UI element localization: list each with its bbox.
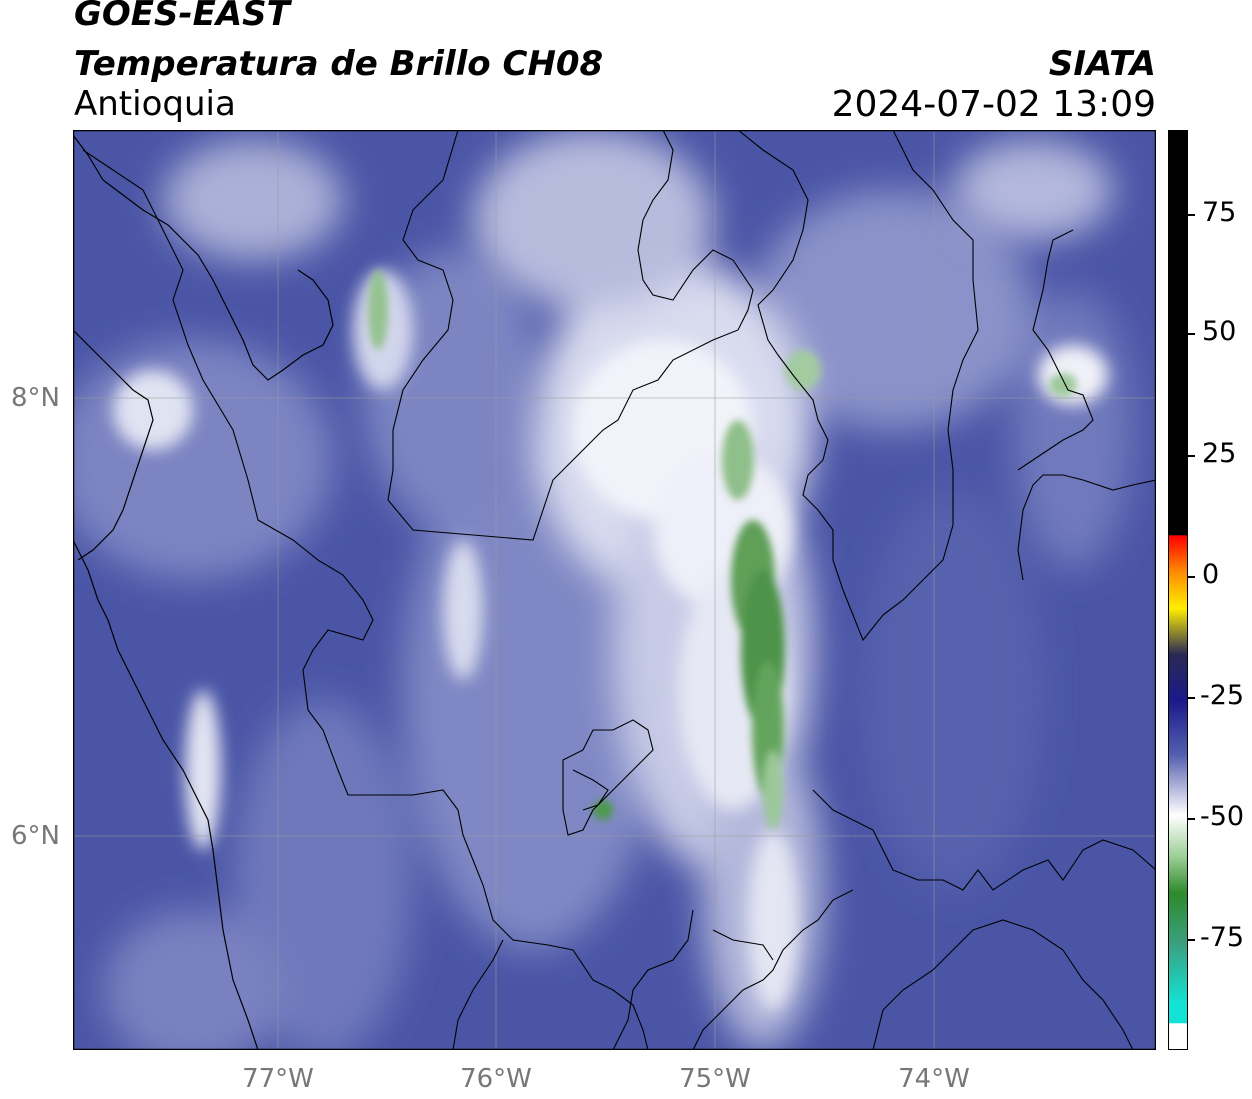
colorbar-tick-minus75	[1188, 939, 1195, 941]
organization-label: SIATA	[1048, 44, 1156, 84]
warm-dry-zone	[368, 270, 1077, 830]
product-title: Temperatura de Brillo CH08	[74, 44, 604, 84]
map-panel[interactable]	[73, 130, 1156, 1050]
lon-label-76w: 76°W	[460, 1064, 532, 1094]
colorbar-tick-minus50	[1188, 818, 1195, 820]
grid-lines	[73, 130, 1156, 1050]
lat-label-6n: 6°N	[11, 821, 60, 851]
colorbar-label-minus75: -75	[1200, 922, 1245, 953]
colorbar-label-0: 0	[1202, 559, 1220, 590]
colorbar-label-minus25: -25	[1200, 680, 1245, 711]
colorbar-tick-25	[1188, 455, 1195, 457]
colorbar-tick-0	[1188, 576, 1195, 578]
timestamp-label: 2024-07-02 13:09	[831, 84, 1156, 125]
colorbar-tick-50	[1188, 333, 1195, 335]
administrative-boundaries	[82, 130, 1156, 1050]
colorbar-label-25: 25	[1202, 438, 1237, 469]
colorbar-label-minus50: -50	[1200, 801, 1245, 832]
satellite-title: GOES-EAST	[74, 0, 290, 34]
region-subtitle: Antioquia	[74, 84, 236, 124]
lon-label-77w: 77°W	[242, 1064, 314, 1094]
colorbar-tick-75	[1188, 214, 1195, 216]
brightness-temperature-map[interactable]	[73, 130, 1156, 1050]
colorbar-label-75: 75	[1202, 197, 1237, 228]
lat-label-8n: 8°N	[11, 383, 60, 413]
lon-label-75w: 75°W	[679, 1064, 751, 1094]
coastline	[73, 134, 334, 1050]
lon-label-74w: 74°W	[898, 1064, 970, 1094]
colorbar-tick-minus25	[1188, 697, 1195, 699]
temperature-colorbar	[1168, 130, 1188, 1050]
colorbar-label-50: 50	[1202, 316, 1237, 347]
